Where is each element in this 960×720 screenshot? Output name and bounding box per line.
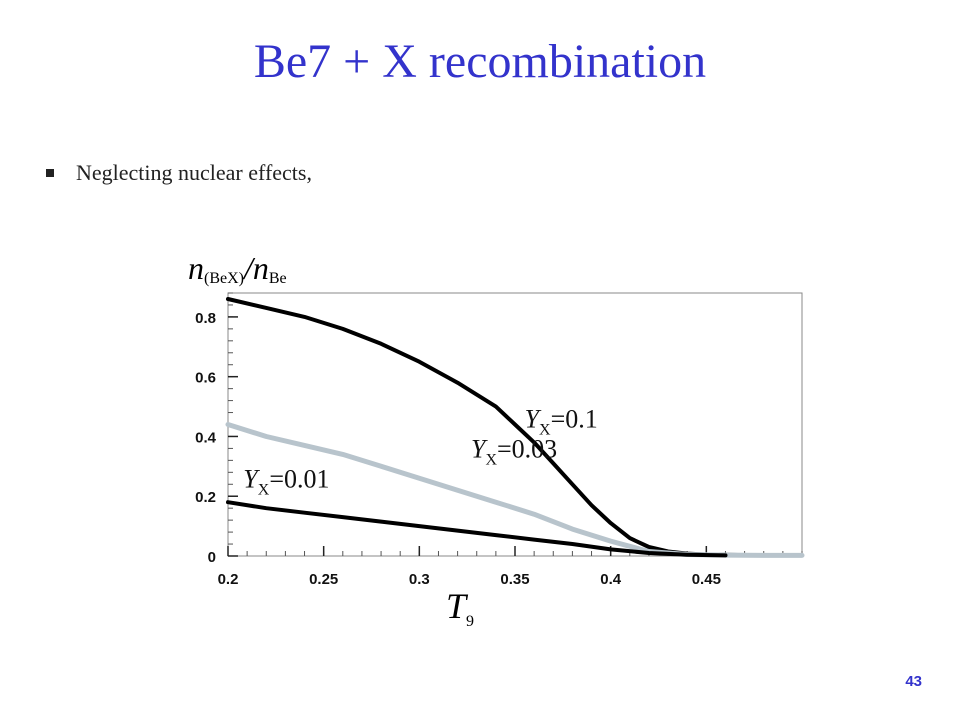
x-tick-label: 0.25: [309, 571, 338, 588]
x-tick-label: 0.2: [218, 571, 239, 588]
series-line-1: [228, 299, 745, 555]
y-axis-label: n(BeX)/nBe: [188, 250, 287, 287]
y-tick-label: 0: [208, 549, 216, 566]
series-label-2: YX=0.03: [471, 434, 557, 468]
x-tick-label: 0.45: [692, 571, 721, 588]
x-tick-label: 0.4: [600, 571, 622, 588]
x-axis-label: T9: [446, 586, 474, 630]
series-labels: YX=0.1YX=0.03 YX=0.01: [243, 404, 597, 498]
y-tick-label: 0.4: [195, 429, 217, 446]
y-tick-label: 0.2: [195, 489, 216, 506]
series-label-3: YX=0.01: [243, 464, 329, 498]
series-lines: [228, 299, 802, 555]
series-label-1: YX=0.1: [525, 404, 598, 438]
x-tick-label: 0.35: [500, 571, 529, 588]
page-number: 43: [905, 673, 922, 690]
y-tick-label: 0.8: [195, 310, 216, 327]
x-tick-label: 0.3: [409, 571, 430, 588]
y-tick-label: 0.6: [195, 370, 216, 387]
